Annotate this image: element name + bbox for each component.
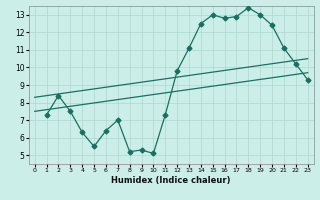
X-axis label: Humidex (Indice chaleur): Humidex (Indice chaleur)	[111, 176, 231, 185]
